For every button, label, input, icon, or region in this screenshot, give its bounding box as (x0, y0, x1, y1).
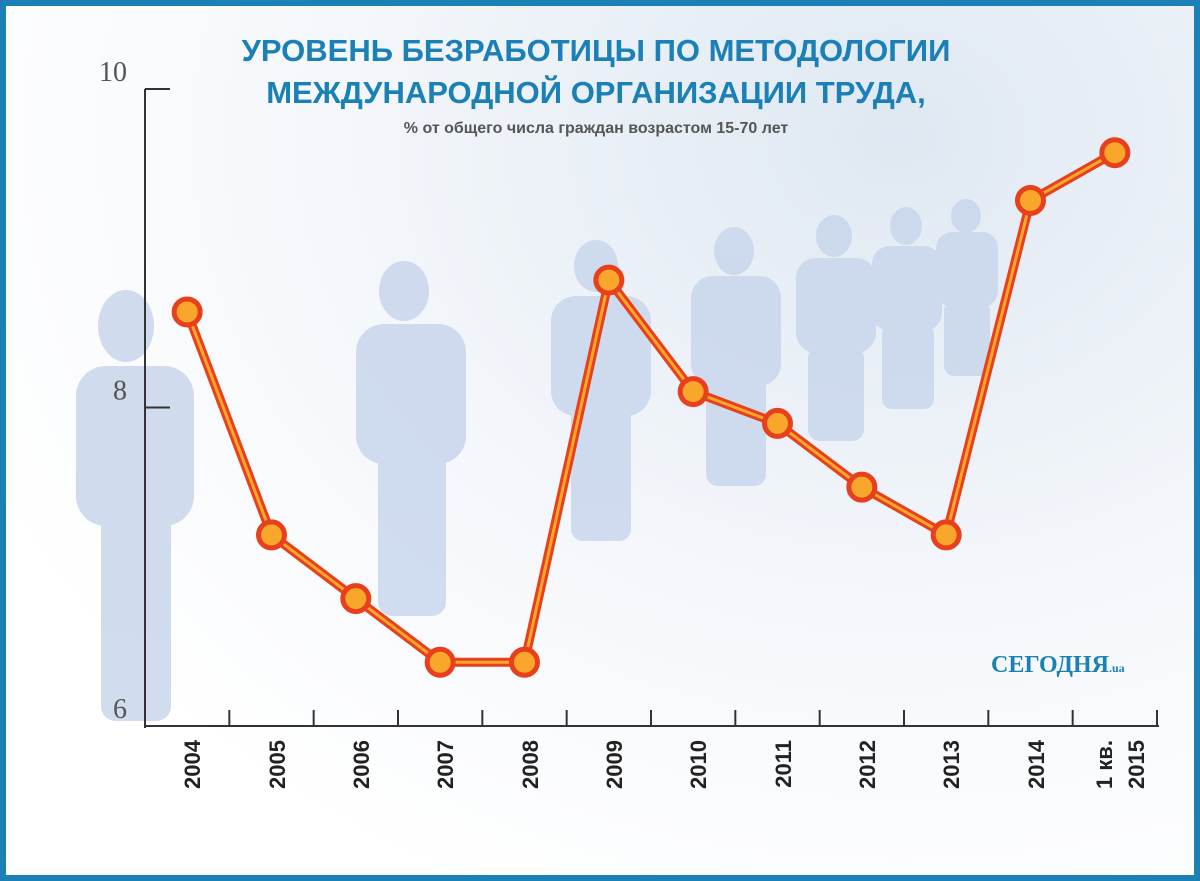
chart-subtitle: % от общего числа граждан возрастом 15-7… (403, 120, 789, 137)
y-tick-label: 6 (113, 694, 127, 725)
marker (1015, 184, 1046, 216)
x-tick-label: 2007 (433, 740, 459, 789)
x-tick-label: 2005 (264, 740, 290, 789)
chart: 6 8 10 (76, 57, 1159, 728)
marker (424, 646, 456, 678)
x-tick-label: 2011 (770, 740, 796, 788)
marker (1099, 137, 1131, 169)
x-tick-label: 2010 (686, 740, 712, 789)
marker (930, 519, 962, 551)
x-tick-label: 1 кв. 2015 (1091, 740, 1149, 789)
marker (677, 376, 709, 408)
marker (256, 519, 287, 551)
logo-main: СЕГОДНЯ (991, 652, 1109, 678)
marker (509, 646, 540, 678)
marker (846, 471, 878, 503)
chart-title: УРОВЕНЬ БЕЗРАБОТИЦЫ ПО МЕТОДОЛОГИИ МЕЖДУ… (241, 33, 951, 110)
marker (340, 583, 372, 615)
x-tick-label: 2004 (180, 740, 206, 789)
logo-suffix: .ua (1109, 661, 1125, 675)
x-tick-label: 2006 (348, 740, 374, 789)
marker (171, 296, 203, 328)
logo: СЕГОДНЯ.ua (991, 652, 1125, 679)
marker (593, 264, 625, 296)
x-tick-label: 2008 (517, 740, 543, 789)
y-tick-label: 10 (99, 57, 127, 88)
x-tick-label: 2013 (939, 740, 965, 789)
people-decoration (76, 199, 998, 721)
x-tick-label: 2009 (601, 740, 627, 789)
line (185, 151, 1116, 664)
y-tick-label: 8 (113, 376, 127, 407)
line-outline (182, 148, 1118, 667)
marker (762, 407, 793, 439)
x-tick-label: 2012 (854, 740, 880, 789)
x-tick-label: 2014 (1023, 740, 1049, 789)
